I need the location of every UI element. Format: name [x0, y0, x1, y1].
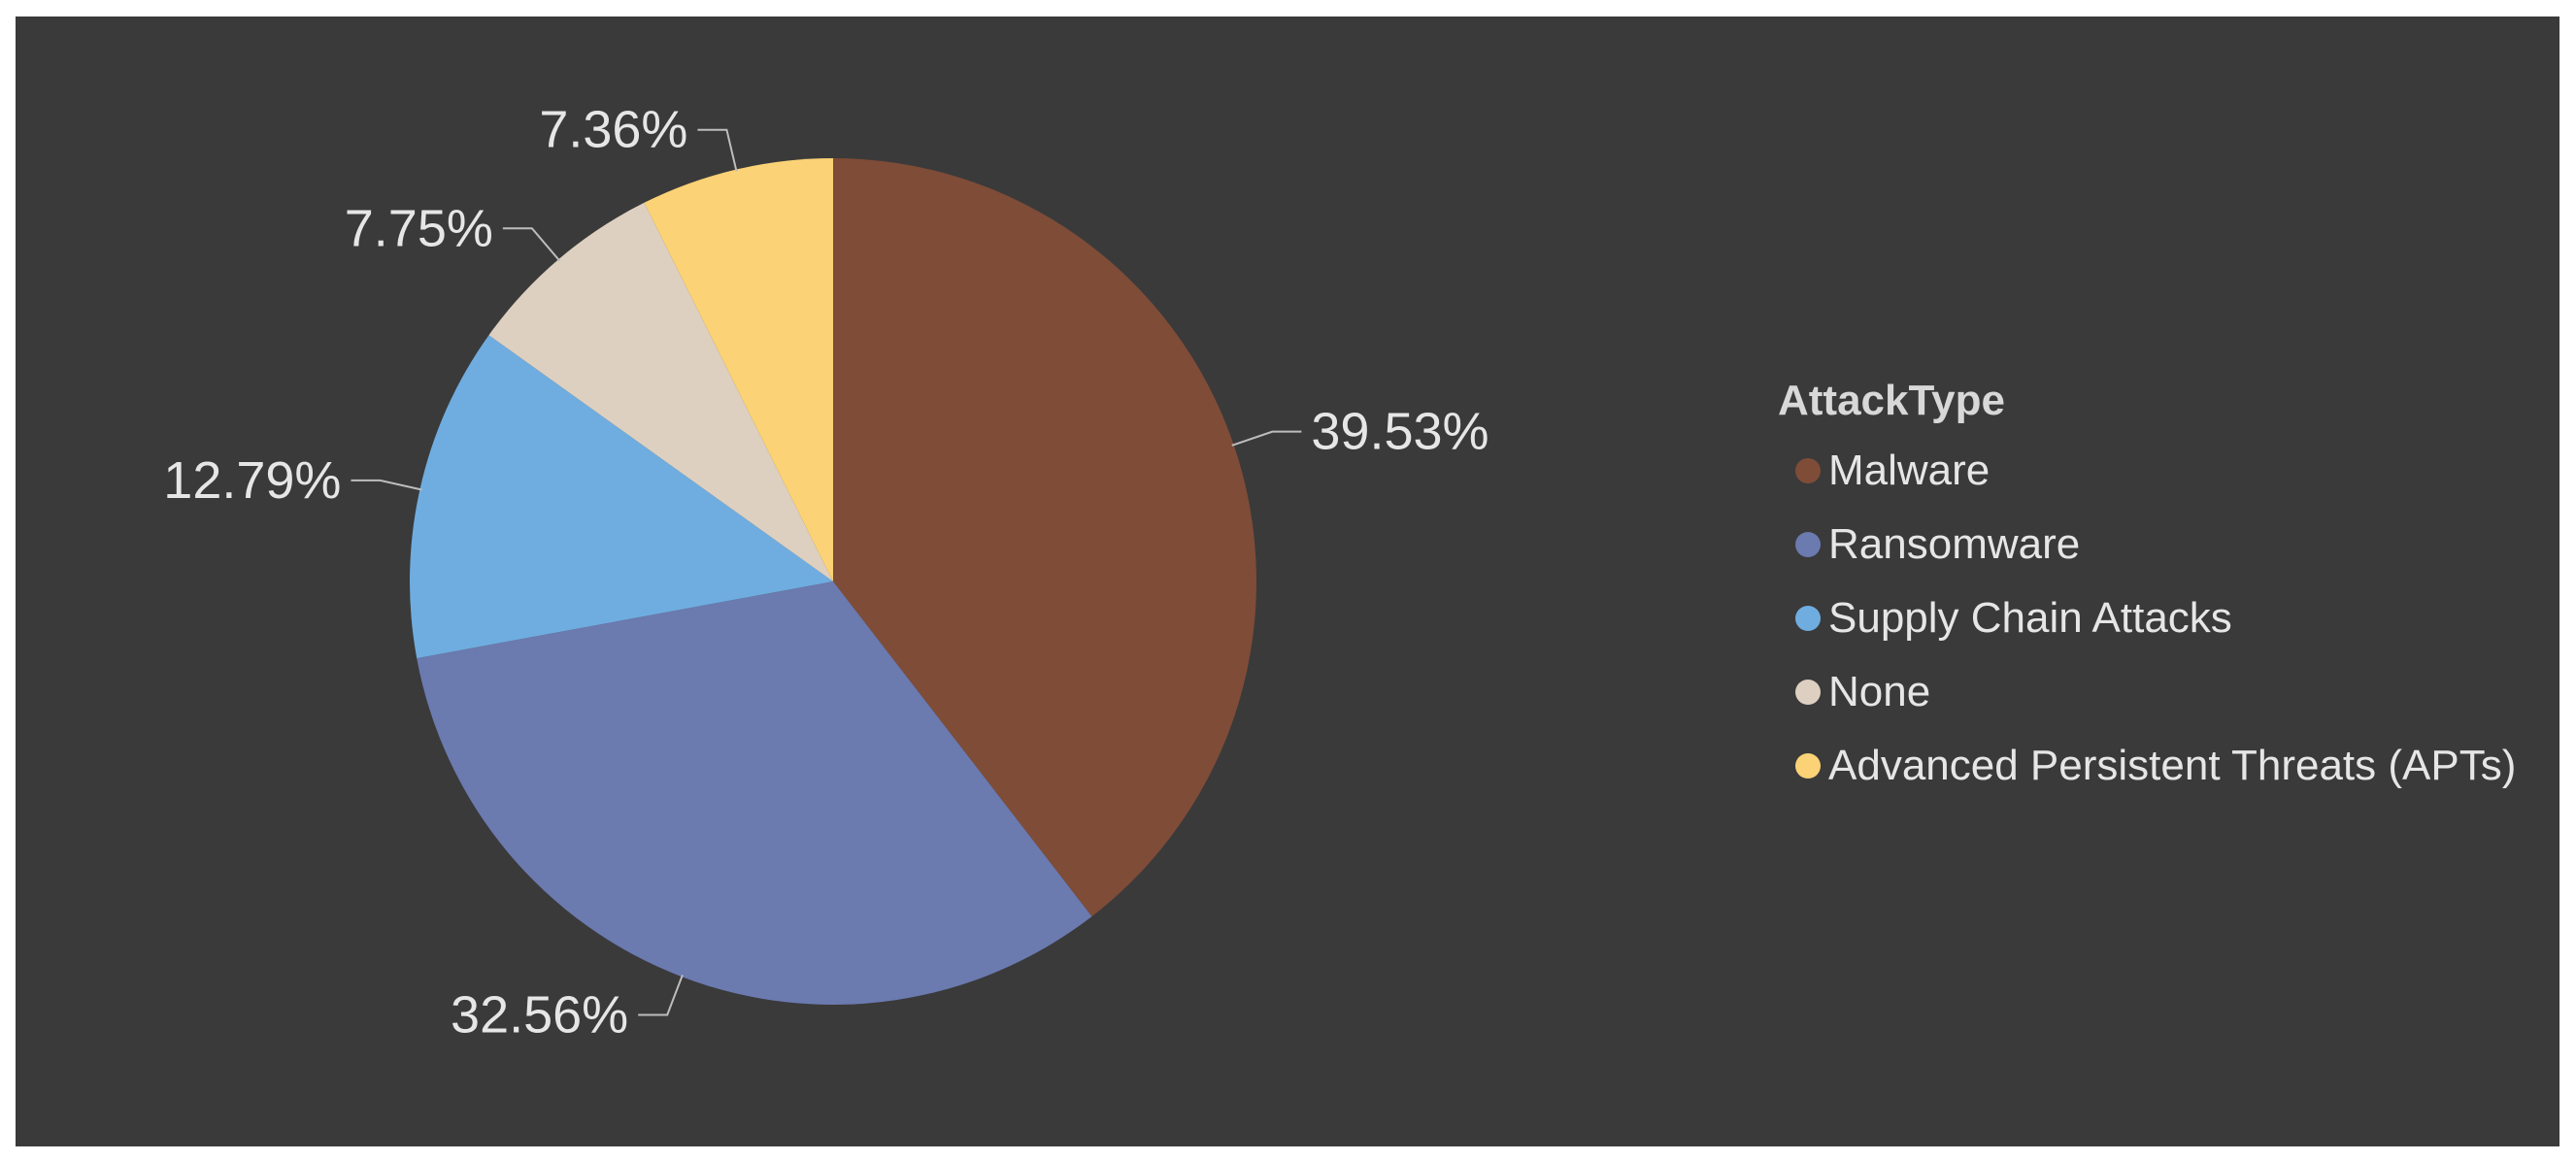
legend-swatch: [1795, 753, 1821, 779]
legend-label: Supply Chain Attacks: [1828, 594, 2232, 642]
legend-item-ransomware[interactable]: Ransomware: [1778, 508, 2516, 581]
legend-label: Advanced Persistent Threats (APTs): [1828, 742, 2517, 789]
leader-line: [351, 479, 422, 491]
leader-line: [502, 227, 561, 262]
legend-item-none[interactable]: None: [1778, 655, 2516, 729]
legend-item-apts[interactable]: Advanced Persistent Threats (APTs): [1778, 729, 2516, 803]
legend-swatch: [1795, 458, 1821, 483]
pie-slice-none[interactable]: [488, 202, 833, 582]
legend-swatch: [1795, 606, 1821, 631]
legend-label: Ransomware: [1828, 520, 2081, 568]
legend-swatch: [1795, 532, 1821, 557]
pie-slice-supply-chain-attacks[interactable]: [410, 335, 833, 659]
legend-title: AttackType: [1778, 377, 2005, 424]
pie-slice-advanced-persistent-threats-apts[interactable]: [644, 158, 833, 581]
leader-line: [1231, 430, 1302, 447]
chart-panel: 39.53% 32.56% 12.79% 7.75% 7.36% AttackType …: [16, 17, 2559, 1146]
pie-slice-ransomware[interactable]: [417, 581, 1092, 1005]
pie-chart: 39.53% 32.56% 12.79% 7.75% 7.36%: [163, 101, 1489, 1045]
data-label-supply-chain-attacks: 12.79%: [163, 451, 341, 510]
data-label-advanced-persistent-threats-apts: 7.36%: [539, 101, 687, 159]
leader-line: [638, 974, 684, 1016]
data-label-none: 7.75%: [345, 199, 493, 257]
leader-line: [697, 128, 738, 172]
legend-swatch: [1795, 680, 1821, 705]
data-label-ransomware: 32.56%: [451, 985, 628, 1044]
legend-item-malware[interactable]: Malware: [1778, 434, 2516, 508]
legend-label: Malware: [1828, 447, 1991, 494]
legend: AttackType Malware Ransomware Supply Cha…: [1778, 374, 2516, 803]
legend-item-supply-chain-attacks[interactable]: Supply Chain Attacks: [1778, 581, 2516, 655]
pie-slice-malware[interactable]: [833, 158, 1256, 917]
legend-label: None: [1828, 668, 1931, 715]
data-label-malware: 39.53%: [1311, 403, 1489, 461]
